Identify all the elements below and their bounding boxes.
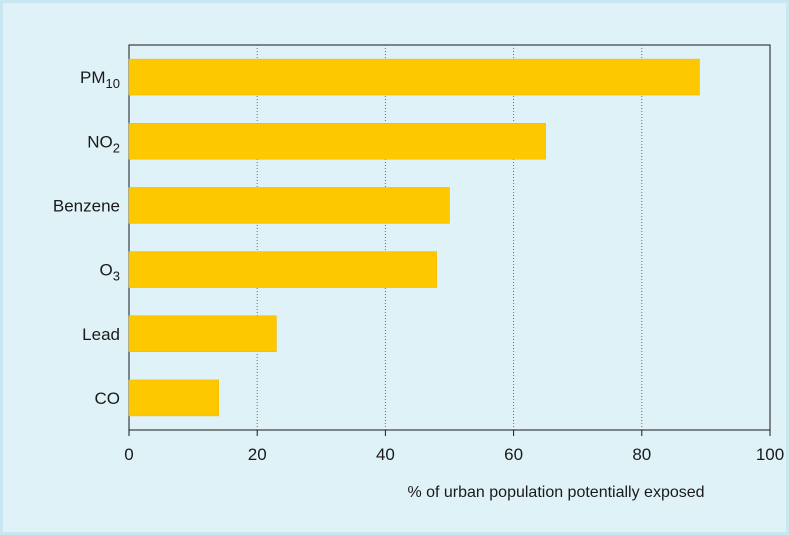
bars-group [128, 58, 700, 417]
x-axis-ticks: 0 20 40 60 80 100 [124, 430, 784, 464]
bar [128, 315, 277, 352]
x-tick-label: 60 [504, 445, 523, 464]
category-label: Benzene [53, 196, 120, 215]
x-tick-label: 80 [632, 445, 651, 464]
x-tick-label: 20 [248, 445, 267, 464]
plot-area [128, 44, 771, 431]
category-label: Lead [82, 325, 120, 344]
bar [128, 251, 437, 288]
bar [128, 123, 546, 160]
bar [128, 58, 700, 96]
x-axis-label: % of urban population potentially expose… [407, 484, 704, 501]
x-tick-label: 100 [756, 445, 784, 464]
category-label: O3 [100, 261, 120, 284]
category-labels: PM10 NO2 Benzene O3 Lead CO [53, 68, 120, 408]
grid-lines [256, 45, 643, 430]
category-label: CO [95, 389, 121, 408]
bar [128, 187, 450, 224]
x-tick-label: 40 [376, 445, 395, 464]
x-tick-label: 0 [124, 445, 133, 464]
category-label: PM10 [80, 68, 120, 91]
category-label: NO2 [87, 132, 120, 155]
bar [128, 379, 219, 417]
